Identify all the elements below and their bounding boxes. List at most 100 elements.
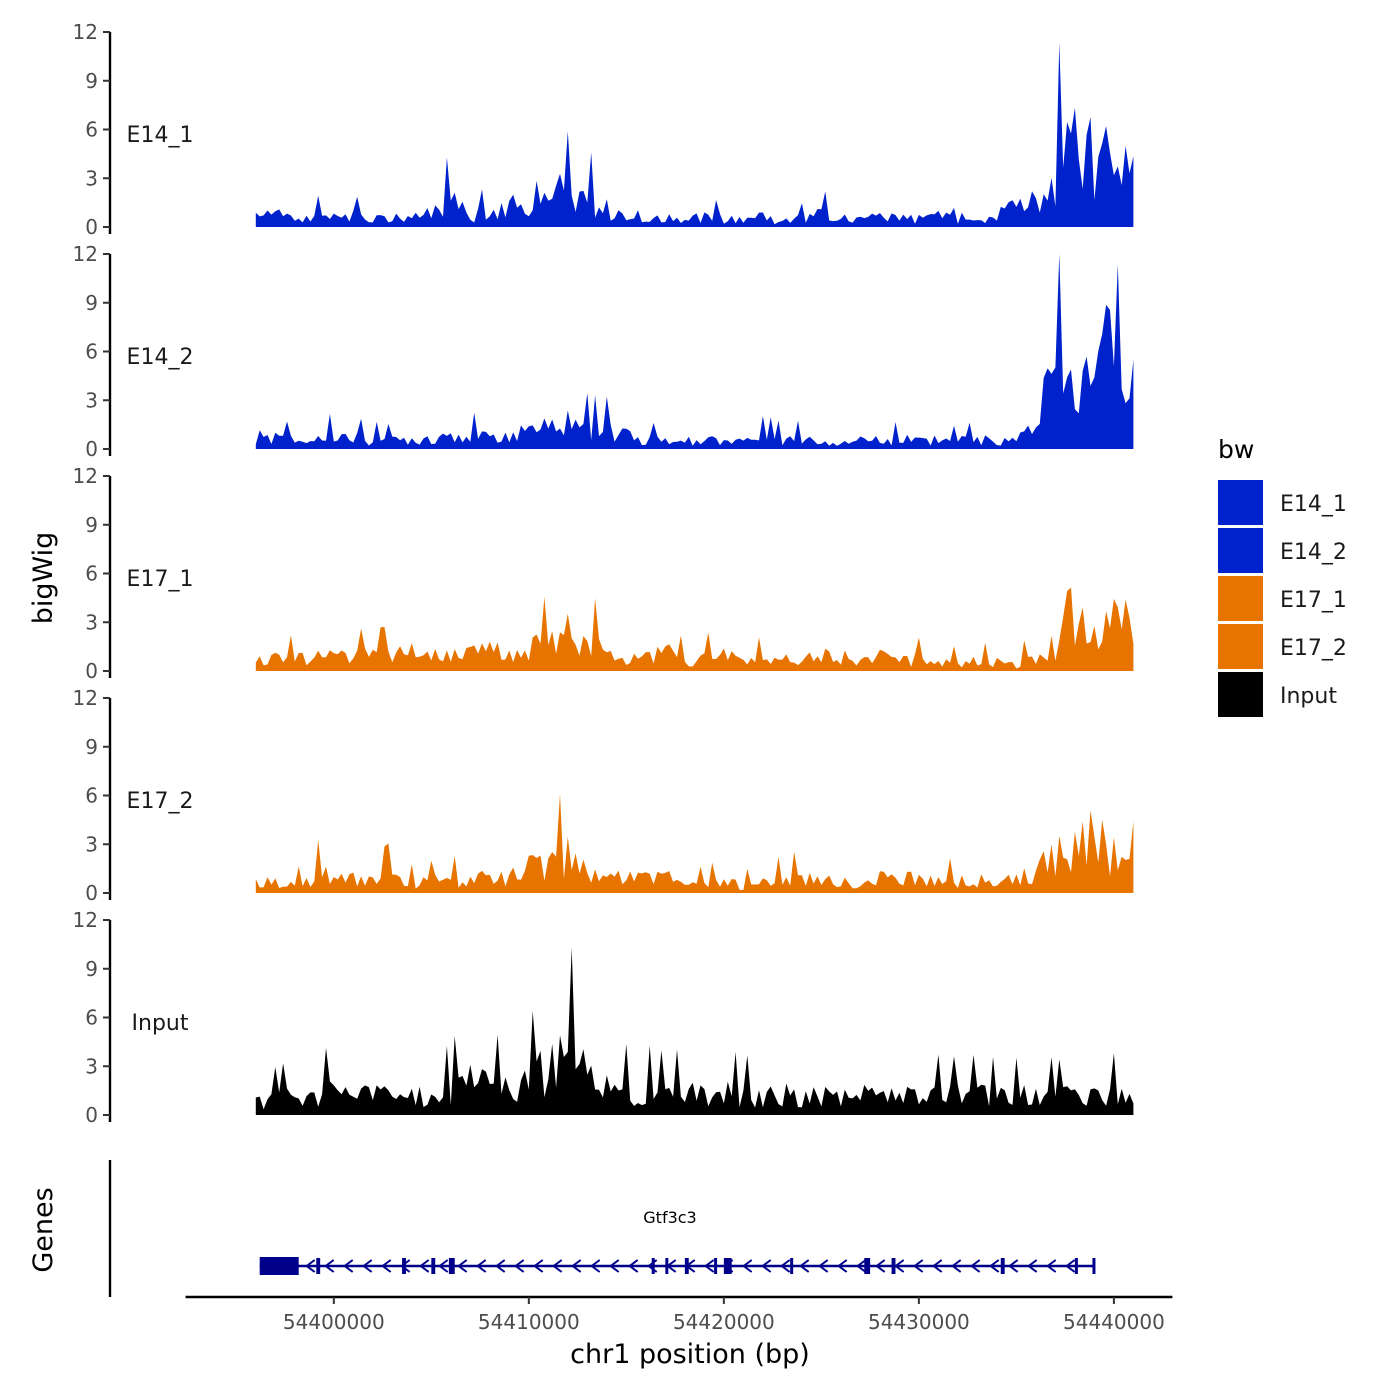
strand-arrow [894, 1259, 905, 1273]
y-tick-label: 6 [85, 562, 98, 586]
strand-arrow [438, 1259, 449, 1273]
legend-label-e14_1: E14_1 [1280, 492, 1347, 517]
strand-arrow [704, 1259, 715, 1273]
gene-exon [723, 1258, 732, 1274]
legend-label-e14_2: E14_2 [1280, 540, 1347, 565]
y-tick-label: 9 [85, 957, 98, 981]
strand-arrow [970, 1259, 981, 1273]
strand-arrow [1046, 1259, 1057, 1273]
gene-exon [431, 1258, 436, 1274]
strand-arrow [419, 1259, 430, 1273]
y-tick-label: 12 [73, 908, 98, 932]
y-tick-label: 12 [73, 242, 98, 266]
y-tick-label: 6 [85, 784, 98, 808]
strand-arrow [1065, 1259, 1076, 1273]
strand-arrow [913, 1259, 924, 1273]
strand-arrow [362, 1259, 373, 1273]
legend-swatch-e14_1 [1218, 480, 1263, 525]
strand-arrow [457, 1259, 468, 1273]
strand-arrow [571, 1259, 582, 1273]
gene-exon [790, 1258, 794, 1274]
track-panel-e14_2: 0 3 6 9 12 E14_2 [73, 242, 1134, 461]
legend: bw E14_1 E14_2 E17_1 E17_2 Input [1218, 435, 1347, 717]
gene-exon [448, 1258, 455, 1274]
y-tick-label: 12 [73, 20, 98, 44]
x-tick-label: 54440000 [1063, 1310, 1165, 1334]
y-tick-label: 6 [85, 118, 98, 142]
track-panel-e14_1: 0 3 6 9 12 E14_1 [73, 20, 1134, 239]
strand-arrow [495, 1259, 506, 1273]
y-tick-label: 0 [85, 881, 98, 905]
strand-arrow [476, 1259, 487, 1273]
y-tick-label: 3 [85, 610, 98, 634]
gene-exon [316, 1258, 321, 1274]
y-tick-label: 3 [85, 166, 98, 190]
track-panel-e17_1: 0 3 6 9 12 E17_1 [73, 464, 1134, 683]
coverage-area-e17_2 [255, 794, 1134, 893]
x-axis: 54400000 54410000 54420000 54430000 54440000 [185, 1295, 1173, 1334]
strand-arrow [1008, 1259, 1019, 1273]
y-tick-label: 9 [85, 513, 98, 537]
genes-axis-title: Genes [28, 1187, 59, 1272]
y-tick-label: 9 [85, 735, 98, 759]
strand-arrow [343, 1259, 354, 1273]
y-tick-label: 3 [85, 1054, 98, 1078]
legend-label-e17_2: E17_2 [1280, 636, 1347, 661]
strand-arrow [552, 1259, 563, 1273]
y-tick-label: 0 [85, 437, 98, 461]
track-panel-e17_2: 0 3 6 9 12 E17_2 [73, 686, 1134, 905]
strand-arrow [324, 1259, 335, 1273]
y-tick-label: 9 [85, 291, 98, 315]
track-label-e14_2: E14_2 [127, 345, 194, 370]
strand-arrow [381, 1259, 392, 1273]
gene-exon [1092, 1258, 1096, 1274]
coverage-tracks: 0 3 6 9 12 E14_1 0 3 6 9 12 E14_2 0 3 6 9 12 E17_1 0 3 6 9 12 E… [73, 20, 1134, 1127]
strand-arrow [305, 1259, 316, 1273]
x-tick-label: 54410000 [478, 1310, 580, 1334]
y-tick-label: 0 [85, 659, 98, 683]
x-tick-label: 54420000 [673, 1310, 775, 1334]
y-tick-label: 6 [85, 340, 98, 364]
y-tick-label: 12 [73, 686, 98, 710]
genes-track [108, 1160, 1096, 1297]
gene-name-label: Gtf3c3 [643, 1208, 696, 1227]
strand-arrow [799, 1259, 810, 1273]
gene-exon [1000, 1258, 1005, 1274]
track-label-e17_1: E17_1 [127, 567, 194, 592]
gene-exon [1074, 1258, 1078, 1274]
strand-arrow [514, 1259, 525, 1273]
strand-arrow [932, 1259, 943, 1273]
track-label-e14_1: E14_1 [127, 123, 194, 148]
coverage-area-e14_1 [255, 42, 1134, 228]
track-panel-input: 0 3 6 9 12 Input [73, 908, 1134, 1127]
x-tick-label: 54430000 [868, 1310, 970, 1334]
strand-arrow [818, 1259, 829, 1273]
gene-exon [665, 1258, 669, 1274]
y-tick-label: 12 [73, 464, 98, 488]
strand-arrow [951, 1259, 962, 1273]
legend-swatch-e17_1 [1218, 576, 1263, 621]
legend-swatch-e17_2 [1218, 624, 1263, 669]
strand-arrow [1027, 1259, 1038, 1273]
strand-arrow [837, 1259, 848, 1273]
gene-exon [651, 1258, 655, 1274]
strand-arrow [875, 1259, 886, 1273]
strand-arrow [533, 1259, 544, 1273]
gene-exon [402, 1258, 406, 1274]
gene-exon [864, 1258, 871, 1274]
strand-arrow [780, 1259, 791, 1273]
strand-arrow [590, 1259, 601, 1273]
strand-arrow [742, 1259, 753, 1273]
gene-exon [714, 1258, 718, 1274]
strand-arrow [856, 1259, 867, 1273]
gene-exon [891, 1258, 896, 1274]
y-tick-label: 0 [85, 1103, 98, 1127]
y-tick-label: 6 [85, 1006, 98, 1030]
y-tick-label: 3 [85, 388, 98, 412]
legend-title: bw [1218, 435, 1254, 464]
track-label-input: Input [132, 1011, 189, 1036]
strand-arrow [989, 1259, 1000, 1273]
legend-label-e17_1: E17_1 [1280, 588, 1347, 613]
gene-exon [684, 1258, 689, 1274]
